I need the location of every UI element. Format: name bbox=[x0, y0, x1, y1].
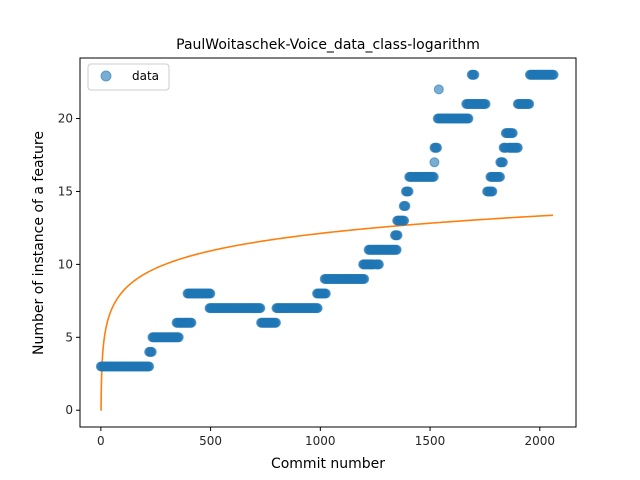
x-tick-label: 1500 bbox=[415, 434, 446, 448]
fit-line bbox=[100, 214, 554, 412]
axes-background bbox=[80, 58, 576, 427]
data-point bbox=[548, 69, 559, 80]
legend: data bbox=[87, 63, 170, 91]
legend-label: data bbox=[132, 69, 159, 83]
data-point bbox=[173, 332, 184, 343]
data-point bbox=[428, 171, 439, 182]
data-point bbox=[487, 186, 498, 197]
data-point bbox=[524, 98, 535, 109]
data-point-outlier bbox=[429, 157, 440, 168]
data-point bbox=[270, 317, 281, 328]
y-tick-label: 10 bbox=[58, 257, 73, 271]
data-point bbox=[359, 273, 370, 284]
data-point bbox=[186, 317, 197, 328]
data-point bbox=[497, 157, 508, 168]
data-point bbox=[255, 303, 266, 314]
fit-line-layer bbox=[100, 214, 554, 412]
data-point bbox=[507, 128, 518, 139]
x-axis-label: Commit number bbox=[271, 456, 385, 472]
data-point bbox=[399, 215, 410, 226]
x-axis-ticks: 0 500 1000 1500 2000 bbox=[97, 427, 555, 448]
y-tick-label: 15 bbox=[58, 184, 73, 198]
x-tick-label: 1000 bbox=[305, 434, 336, 448]
y-tick-label: 20 bbox=[58, 112, 73, 126]
axes-frame bbox=[79, 57, 577, 428]
data-point bbox=[144, 361, 155, 372]
data-point bbox=[512, 142, 523, 153]
data-point bbox=[495, 171, 506, 182]
chart-title: PaulWoitaschek-Voice_data_class-logarith… bbox=[176, 37, 480, 53]
data-point bbox=[432, 142, 443, 153]
data-point bbox=[373, 259, 384, 270]
data-point bbox=[391, 244, 402, 255]
data-point bbox=[469, 69, 480, 80]
data-point bbox=[392, 230, 403, 241]
y-tick-label: 0 bbox=[65, 403, 73, 417]
data-point bbox=[146, 346, 157, 357]
data-point bbox=[320, 288, 331, 299]
data-point bbox=[480, 98, 491, 109]
data-points-layer bbox=[95, 69, 559, 372]
x-tick-label: 500 bbox=[199, 434, 222, 448]
data-point bbox=[463, 113, 474, 124]
data-point bbox=[312, 303, 323, 314]
x-tick-label: 2000 bbox=[525, 434, 556, 448]
data-point-outlier bbox=[433, 84, 444, 95]
data-point bbox=[400, 201, 411, 212]
legend-box bbox=[87, 63, 170, 91]
x-tick-label: 0 bbox=[97, 434, 105, 448]
y-tick-label: 5 bbox=[65, 330, 73, 344]
plot-area bbox=[79, 57, 577, 428]
data-point bbox=[205, 288, 216, 299]
legend-marker bbox=[100, 70, 112, 82]
y-axis-ticks: 0 5 10 15 20 bbox=[58, 112, 80, 417]
data-point bbox=[403, 186, 414, 197]
y-axis-label: Number of instance of a feature bbox=[31, 131, 47, 355]
